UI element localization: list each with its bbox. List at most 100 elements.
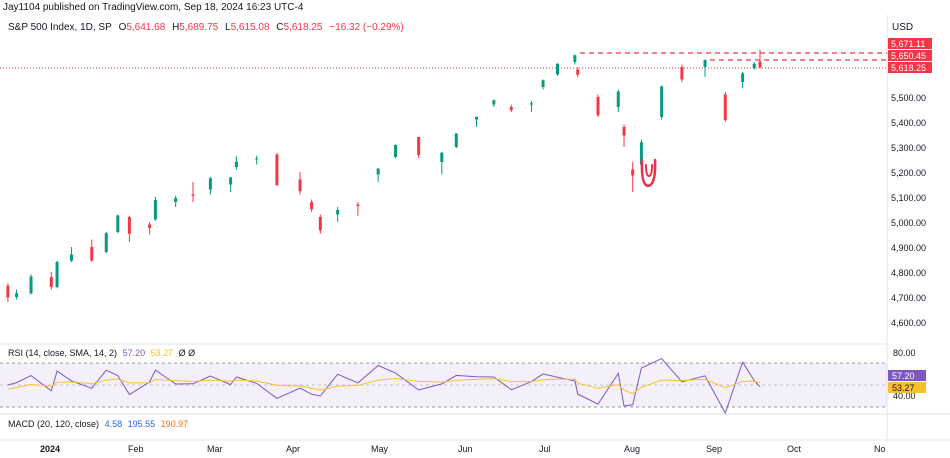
price-tick: 4,800.00 [891,268,926,278]
candle-body [454,133,458,147]
time-tick: Jul [539,444,551,454]
symbol-name: S&P 500 Index, 1D, SP [8,22,112,33]
candle-body [336,210,340,215]
price-tick: 5,100.00 [891,193,926,203]
candle-body [229,177,233,185]
rsi-badge [888,370,926,381]
low-value: 5,615.08 [230,22,270,33]
candle-body [127,217,131,234]
price-tick: 5,300.00 [891,143,926,153]
candle-body [492,100,496,105]
currency-label: USD [892,22,914,33]
candle-body [275,154,279,186]
candle-body [440,152,444,162]
candle-body [622,127,626,136]
price-tick: 5,500.00 [891,93,926,103]
candle-body [556,63,560,75]
candle-body [29,276,33,294]
candle-body [70,254,74,261]
badge-last-price [888,62,932,73]
candle-body [529,103,533,105]
candle-body [376,168,380,175]
time-axis: 2024 Feb Mar Apr May Jun Jul Aug Sep Oct… [40,444,886,454]
time-tick: Sep [706,444,722,454]
candle-body [116,215,120,232]
time-tick: No [874,444,886,454]
high-label: H [172,22,180,33]
candle-body [752,63,756,69]
time-tick: Oct [787,444,802,454]
candle-body [596,97,600,116]
macd-name: MACD (20, 120, close) [8,419,100,429]
change-value: −16.32 (−0.29%) [329,22,404,33]
candle-body [208,178,212,190]
rsi-legend: RSI (14, close, SMA, 14, 2) 57.20 53.27 … [8,348,198,358]
macd-legend: MACD (20, 120, close) 4.58 195.55 190.97 [8,419,188,429]
rsi-tick-40: 40.00 [893,391,916,401]
candle-body [153,200,157,220]
rsi-line [7,357,761,415]
candle-body [576,69,580,75]
candle-body [148,224,152,228]
annotation-marker-inner [645,164,653,178]
price-tick: 5,200.00 [891,168,926,178]
time-tick: Apr [286,444,300,454]
candle-body [703,60,707,67]
high-value: 5,689.75 [179,22,219,33]
rsi-tick-80: 80.00 [893,348,916,358]
close-label: C [276,22,284,33]
badge-level-2 [888,50,932,61]
badge-last-price-text: 5,618.25 [891,63,926,73]
annotation-marker [640,158,657,188]
candle-body [509,107,513,111]
candle-body [6,285,10,298]
candle-body [174,198,178,202]
badge-level-1 [888,38,932,49]
rsi-sma-badge [888,382,926,393]
rsi-sma-badge-text: 53.27 [892,383,915,393]
candles-group [6,49,762,302]
rsi-badge-text: 57.20 [892,371,915,381]
candle-body [723,94,727,120]
candle-body [616,91,620,107]
candle-body [191,194,195,196]
price-tick: 5,400.00 [891,118,926,128]
macd-signal-value: 195.55 [127,419,156,429]
candle-body [417,137,421,155]
price-tick: 4,700.00 [891,293,926,303]
time-tick: Feb [128,444,144,454]
candle-body [573,55,577,62]
open-label: O [118,22,127,33]
candle-body [541,80,545,87]
candle-body [660,86,664,117]
badge-level-2-text: 5,650.45 [891,51,926,61]
candle-body [55,262,59,287]
rsi-name: RSI (14, close, SMA, 14, 2) [8,348,118,358]
rsi-sma-value: 53.27 [150,348,174,358]
candle-body [639,142,643,165]
time-tick: Jun [458,444,473,454]
time-tick: May [371,444,389,454]
macd-value: 4.58 [104,419,123,429]
candle-body [741,73,745,82]
price-tick: 4,600.00 [891,318,926,328]
candle-body [15,293,19,297]
candle-body [758,61,762,68]
low-label: L [225,22,231,33]
candle-body [234,161,238,167]
candle-body [90,247,94,261]
rsi-extra: Ø Ø [178,348,196,358]
candle-body [318,217,322,231]
candle-body [255,158,259,160]
price-tick: 4,900.00 [891,243,926,253]
close-value: 5,618.25 [283,22,323,33]
candle-body [631,169,635,176]
candle-body [680,67,684,80]
open-value: 5,641.68 [126,22,166,33]
price-axis: 5,500.00 5,400.00 5,300.00 5,200.00 5,10… [891,93,926,328]
macd-hist-value: 190.97 [160,419,189,429]
rsi-value: 57.20 [122,348,146,358]
time-tick: Mar [207,444,223,454]
publisher-line: Jay1104 published on TradingView.com, Se… [3,2,304,13]
